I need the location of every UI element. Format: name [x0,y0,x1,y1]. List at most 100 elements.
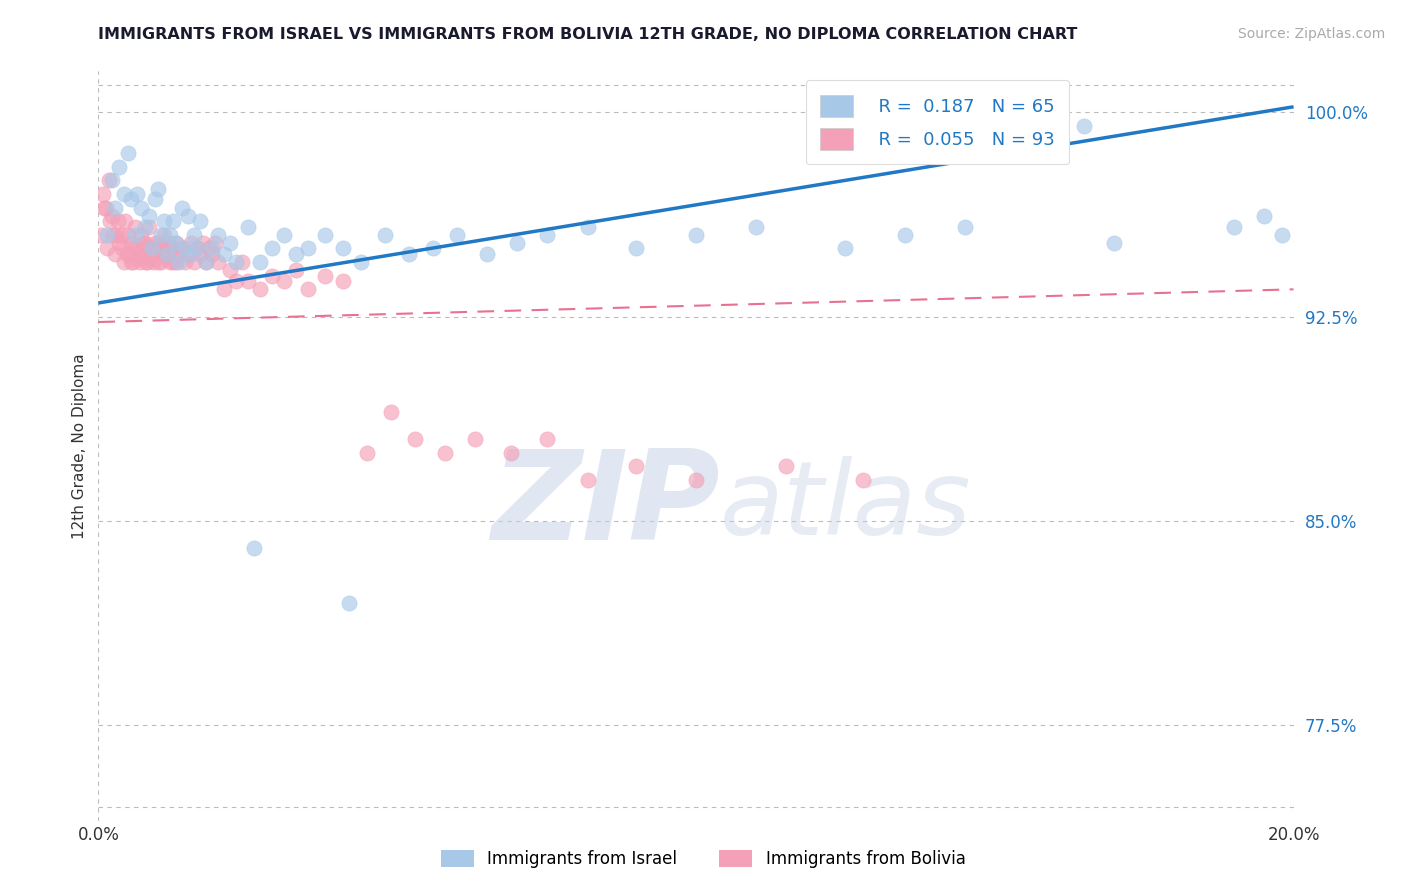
Point [120,193,142,207]
Point [297,242,319,256]
Point [356,446,378,460]
Point [90,227,112,242]
Point [128,247,150,261]
Point [132,235,155,250]
Point [499,446,522,460]
Point [1073,119,1095,133]
Point [100,173,122,187]
Point [1253,209,1275,223]
Point [141,247,163,261]
Point [124,227,146,242]
Text: Source: ZipAtlas.com: Source: ZipAtlas.com [1237,27,1385,41]
Point [165,235,187,250]
Point [506,235,529,250]
Point [332,274,354,288]
Point [150,242,173,256]
Point [165,255,187,269]
Point [464,432,486,446]
Point [183,255,205,269]
Point [153,214,176,228]
Point [117,146,139,161]
Text: atlas: atlas [720,456,972,556]
Point [626,459,648,474]
Point [1223,219,1246,234]
Point [156,247,179,261]
Point [122,255,145,269]
Point [174,242,197,256]
Point [148,235,170,250]
Point [212,247,235,261]
Point [156,235,179,250]
Point [135,255,157,269]
Point [284,263,307,277]
Point [138,219,160,234]
Point [188,247,211,261]
Point [852,473,875,487]
Point [162,255,184,269]
Point [315,227,337,242]
Point [138,209,160,223]
Point [219,263,242,277]
Point [172,242,194,256]
Point [1271,227,1294,242]
Point [273,227,295,242]
Point [159,242,181,256]
Point [315,268,337,283]
Point [143,247,166,261]
Point [475,247,498,261]
Point [374,227,396,242]
Legend:   R =  0.187   N = 65,   R =  0.055   N = 93: R = 0.187 N = 65, R = 0.055 N = 93 [806,80,1070,164]
Point [195,255,218,269]
Point [115,247,138,261]
Point [236,219,259,234]
Point [260,268,283,283]
Point [775,459,797,474]
Point [153,227,176,242]
Point [167,255,190,269]
Point [150,227,173,242]
Point [422,242,444,256]
Point [96,227,118,242]
Point [112,186,135,201]
Point [138,242,160,256]
Point [536,432,558,446]
Point [107,214,129,228]
Point [177,247,200,261]
Point [129,255,152,269]
Point [139,242,162,256]
Point [339,596,361,610]
Point [124,242,146,256]
Point [446,227,468,242]
Point [131,227,153,242]
Point [141,242,163,256]
Point [578,219,600,234]
Point [243,541,266,556]
Point [153,247,176,261]
Point [120,235,142,250]
Point [93,201,115,215]
Point [380,405,402,419]
Point [156,247,179,261]
Point [188,214,211,228]
Point [249,255,271,269]
Point [204,235,226,250]
Point [180,235,202,250]
Point [134,235,156,250]
Point [191,235,214,250]
Point [132,247,155,261]
Point [143,235,166,250]
Point [162,242,184,256]
Point [136,255,159,269]
Point [225,255,247,269]
Point [108,160,131,174]
Point [404,432,426,446]
Point [834,242,856,256]
Point [953,219,976,234]
Point [284,247,307,261]
Point [231,255,253,269]
Point [148,181,170,195]
Point [162,214,184,228]
Point [167,247,190,261]
Point [745,219,768,234]
Point [297,282,319,296]
